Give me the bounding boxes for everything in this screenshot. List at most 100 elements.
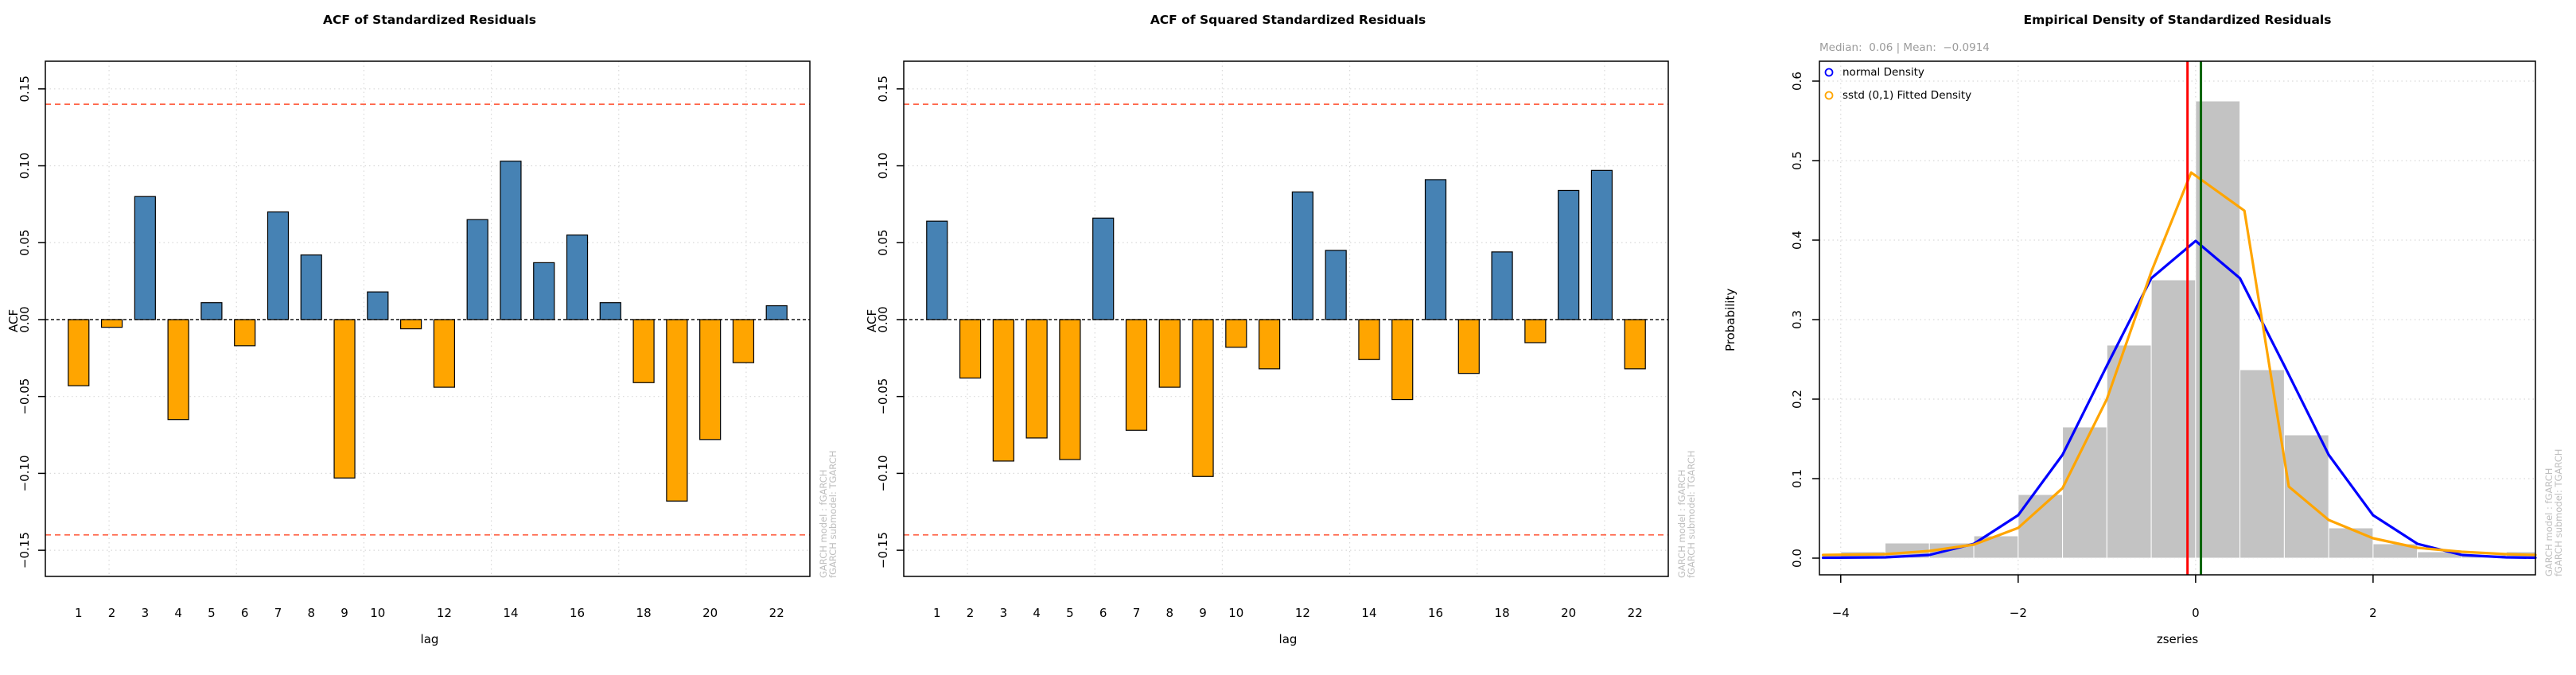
- x-axis-label: lag: [1278, 632, 1298, 646]
- acf-bar-lag-13: [1325, 250, 1347, 320]
- acf-bar-lag-16: [1424, 179, 1447, 320]
- y-tick-label: −0.10: [876, 455, 890, 491]
- x-tick-label: 4: [174, 606, 182, 620]
- acf-bar-lag-14: [500, 161, 522, 320]
- x-tick-label: 5: [1066, 606, 1074, 620]
- median-mean-stats: Median: 0.06 | Mean: −0.0914: [1819, 41, 1990, 54]
- acf-bar-lag-22: [1624, 319, 1646, 370]
- acf-bar-lag-8: [1158, 319, 1181, 388]
- x-tick-label: 3: [142, 606, 150, 620]
- x-tick-label: 3: [1000, 606, 1008, 620]
- y-tick-label: 0.4: [1790, 231, 1804, 250]
- histogram-bar: [2328, 527, 2374, 559]
- y-tick-label: −0.15: [18, 532, 32, 568]
- legend-label: normal Density: [1843, 66, 1924, 79]
- plot-box: [1819, 60, 2536, 576]
- acf-bar-lag-7: [1125, 319, 1148, 431]
- acf-bar-lag-9: [1192, 319, 1214, 477]
- x-tick-label: 9: [1199, 606, 1207, 620]
- y-tick-label: 0.05: [18, 230, 32, 256]
- watermark-line-1: GARCH model : fGARCH: [1676, 470, 1687, 578]
- y-tick-label: 0.05: [876, 230, 890, 256]
- acf-bar-lag-18: [632, 319, 655, 383]
- histogram-bars: [1840, 100, 2536, 559]
- watermark-line-1: GARCH model : fGARCH: [2543, 468, 2555, 576]
- y-tick-label: −0.05: [18, 378, 32, 415]
- x-tick-label: 2: [108, 606, 116, 620]
- acf-bar-lag-8: [300, 254, 322, 320]
- x-tick-label: 18: [636, 606, 652, 620]
- y-tick-label: −0.05: [876, 378, 890, 415]
- acf-bar-lag-3: [992, 319, 1014, 462]
- y-tick-label: 0.15: [876, 76, 890, 102]
- histogram-bar: [2239, 369, 2285, 559]
- acf-bar-lag-6: [1092, 217, 1115, 320]
- y-tick-label: 0.00: [876, 306, 890, 332]
- y-tick-label: 0.0: [1790, 549, 1804, 568]
- x-tick-label: 16: [1428, 606, 1443, 620]
- acf-bar-lag-7: [267, 211, 290, 320]
- acf-bar-lag-5: [200, 302, 223, 320]
- x-tick-label: 22: [769, 606, 784, 620]
- acf-bar-lag-4: [167, 319, 189, 421]
- acf-bars: [926, 169, 1646, 477]
- acf-bar-lag-10: [1225, 319, 1247, 348]
- watermark-line-2: fGARCH submodel: TGARCH: [827, 451, 839, 578]
- x-axis-label: lag: [420, 632, 439, 646]
- y-tick-label: −0.10: [18, 455, 32, 491]
- acf-bar-lag-5: [1059, 319, 1081, 460]
- acf-bar-lag-1: [68, 319, 90, 386]
- x-tick-label: 2: [967, 606, 975, 620]
- acf-bar-lag-19: [666, 319, 688, 502]
- acf-bar-lag-21: [1590, 169, 1613, 320]
- x-tick-label: 10: [1228, 606, 1243, 620]
- x-tick-label: 9: [340, 606, 348, 620]
- x-tick-label: 1: [933, 606, 941, 620]
- acf-residuals-plot: 0.150.100.050.00−0.05−0.10−0.151 2 3 4 5 6 7 8 9…: [18, 60, 839, 620]
- x-tick-label: 14: [503, 606, 518, 620]
- page-title: ACF of Squared Standardized Residuals: [1150, 13, 1426, 27]
- y-tick-label: 0.10: [18, 153, 32, 179]
- watermark-line-2: fGARCH submodel: TGARCH: [2553, 449, 2564, 576]
- y-tick-label: 0.5: [1790, 151, 1804, 170]
- x-tick-label: −4: [1832, 606, 1850, 620]
- acf-bar-lag-17: [599, 302, 621, 320]
- x-tick-label: −2: [2010, 606, 2027, 620]
- y-tick-label: −0.15: [876, 532, 890, 568]
- x-tick-label: 2: [2369, 606, 2377, 620]
- acf-bar-lag-21: [732, 319, 755, 363]
- sstd-density-curve: [1821, 171, 2537, 557]
- y-tick-label: 0.1: [1790, 469, 1804, 488]
- grid-lines: [904, 61, 1668, 576]
- x-tick-label: 12: [437, 606, 452, 620]
- acf-bar-lag-12: [1291, 191, 1313, 320]
- acf-bar-lag-14: [1358, 319, 1380, 360]
- acf-bar-lag-9: [333, 319, 356, 479]
- acf-bar-lag-17: [1457, 319, 1480, 374]
- y-tick-label: 0.10: [876, 153, 890, 179]
- y-tick-label: 0.00: [18, 306, 32, 332]
- x-tick-label: 10: [370, 606, 385, 620]
- acf-bar-lag-15: [533, 262, 555, 320]
- y-axis-label: ACF: [865, 308, 879, 332]
- acf-bar-lag-20: [1558, 189, 1580, 320]
- sstd-density-legend-marker: [1824, 91, 1834, 100]
- acf-bar-lag-11: [1259, 319, 1281, 370]
- panel-acf-squared-residuals: 0.15 0.10 0.05 0.00 −0.05 −0.10 −0.15 1 2 3 4 5 6 7 8 9…: [858, 0, 1718, 675]
- x-tick-label: 20: [702, 606, 718, 620]
- empirical-density-plot: 0.0 0.1 0.2 0.3 0.4 0.5 0.6 −4 −2 0 2 normal Densit…: [1790, 60, 2564, 620]
- acf-squared-residuals-plot: 0.150.100.050.00−0.05−0.10−0.151 2 3 4 5 6 7 8 9…: [876, 60, 1697, 620]
- histogram-bar: [2150, 279, 2197, 559]
- acf-bar-lag-19: [1524, 319, 1547, 343]
- acf-bar-lag-18: [1491, 251, 1513, 320]
- x-tick-label: 22: [1628, 606, 1643, 620]
- acf-bar-lag-16: [566, 234, 589, 320]
- x-tick-label: 14: [1361, 606, 1376, 620]
- x-tick-label: 20: [1561, 606, 1576, 620]
- watermark-line-1: GARCH model : fGARCH: [818, 470, 829, 578]
- acf-bars: [68, 161, 788, 502]
- x-tick-label: 7: [274, 606, 282, 620]
- x-tick-label: 6: [241, 606, 249, 620]
- acf-bar-lag-2: [959, 319, 982, 379]
